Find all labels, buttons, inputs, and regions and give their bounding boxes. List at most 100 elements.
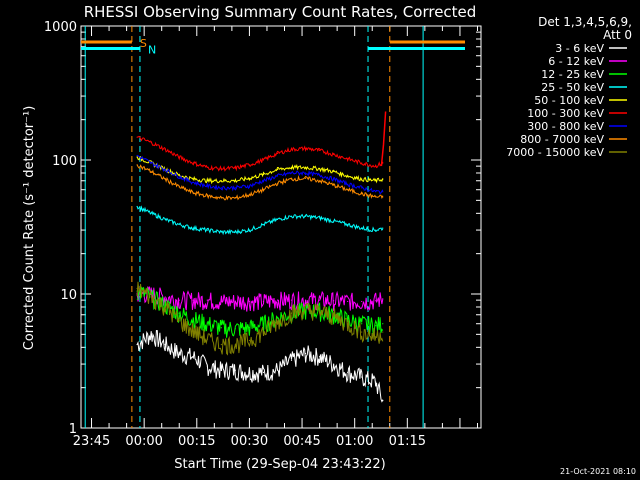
chart-title: RHESSI Observing Summary Count Rates, Co… [84,3,477,21]
data-point [290,359,293,361]
data-point [248,229,251,231]
data-point [206,180,208,182]
data-point [304,147,307,150]
data-point [136,205,138,208]
data-point [347,323,349,325]
data-point [382,323,384,325]
data-point [304,172,307,174]
data-point [262,300,265,303]
data-point [234,180,236,182]
data-point [262,189,265,191]
timestamp: 21-Oct-2021 08:10 [560,467,636,476]
data-point [192,227,194,229]
data-point [220,300,222,303]
data-point [220,343,222,346]
data-point [361,162,363,164]
series-line [136,329,384,403]
data-point [248,339,251,342]
y-tick-label: 10 [60,288,77,303]
y-tick-label: 100 [52,154,77,169]
data-point [178,176,180,178]
data-point [234,328,236,330]
data-point [276,369,279,371]
data-point [375,191,377,193]
data-point [382,191,384,193]
data-point [347,175,349,177]
data-point [248,300,251,303]
data-point [290,172,293,174]
data-point [361,331,363,333]
series-line [136,135,384,172]
data-point [150,170,152,173]
legend-label: 7000 - 15000 keV [506,146,604,159]
data-point [192,192,194,194]
data-point [178,186,180,188]
data-point [361,178,363,180]
series-line [136,156,384,185]
data-point [290,215,293,217]
data-point [318,217,321,219]
data-point [333,363,335,365]
data-point [276,175,279,177]
data-point [220,180,222,182]
data-point [361,376,363,378]
y-tick-label: 1000 [44,20,77,35]
data-point [375,325,377,327]
data-point [290,148,293,150]
legend-label: 100 - 300 keV [527,107,604,120]
data-point [290,166,293,169]
data-point [178,223,180,226]
data-point [304,299,307,301]
data-point [262,223,265,226]
data-point [136,154,138,157]
data-point [318,149,321,151]
data-point [178,352,180,355]
data-point [248,185,251,187]
data-point [234,167,236,169]
x-tick-label: 23:45 [73,434,110,449]
data-point [262,180,265,182]
data-point [192,330,194,332]
series-line [136,164,384,201]
data-point [375,229,377,231]
data-point [304,352,307,355]
data-point [382,227,384,229]
plot-frame [80,25,482,429]
data-point [318,180,321,182]
data-point [375,300,377,302]
x-tick-label: 00:00 [125,434,162,449]
data-point [234,369,236,371]
data-point [248,177,251,179]
data-point [375,165,377,167]
data-point [150,162,152,164]
series-line [136,281,384,356]
data-point [234,343,236,346]
data-point [164,178,166,180]
legend-label: 800 - 7000 keV [520,133,604,146]
data-point [290,178,293,180]
data-point [262,371,265,373]
data-point [382,196,384,198]
legend-label: 3 - 6 keV [555,42,604,55]
x-tick-label: 00:30 [231,434,268,449]
legend-title-line-1: Det 1,3,4,5,6,9, [538,15,632,29]
data-point [164,168,166,171]
x-tick-label: 01:15 [389,434,426,449]
data-point [262,173,265,176]
data-point [220,369,222,371]
data-point [150,333,152,335]
data-point [136,343,138,346]
data-point [382,298,384,300]
data-point [347,300,349,303]
data-point [164,306,166,308]
data-point [220,327,222,329]
data-point [206,195,208,197]
data-point [136,287,138,290]
data-point [164,296,166,298]
legend-label: 6 - 12 keV [548,55,604,68]
data-point [361,323,363,325]
data-point [136,164,138,166]
data-point [347,371,349,373]
data-point [206,299,208,301]
